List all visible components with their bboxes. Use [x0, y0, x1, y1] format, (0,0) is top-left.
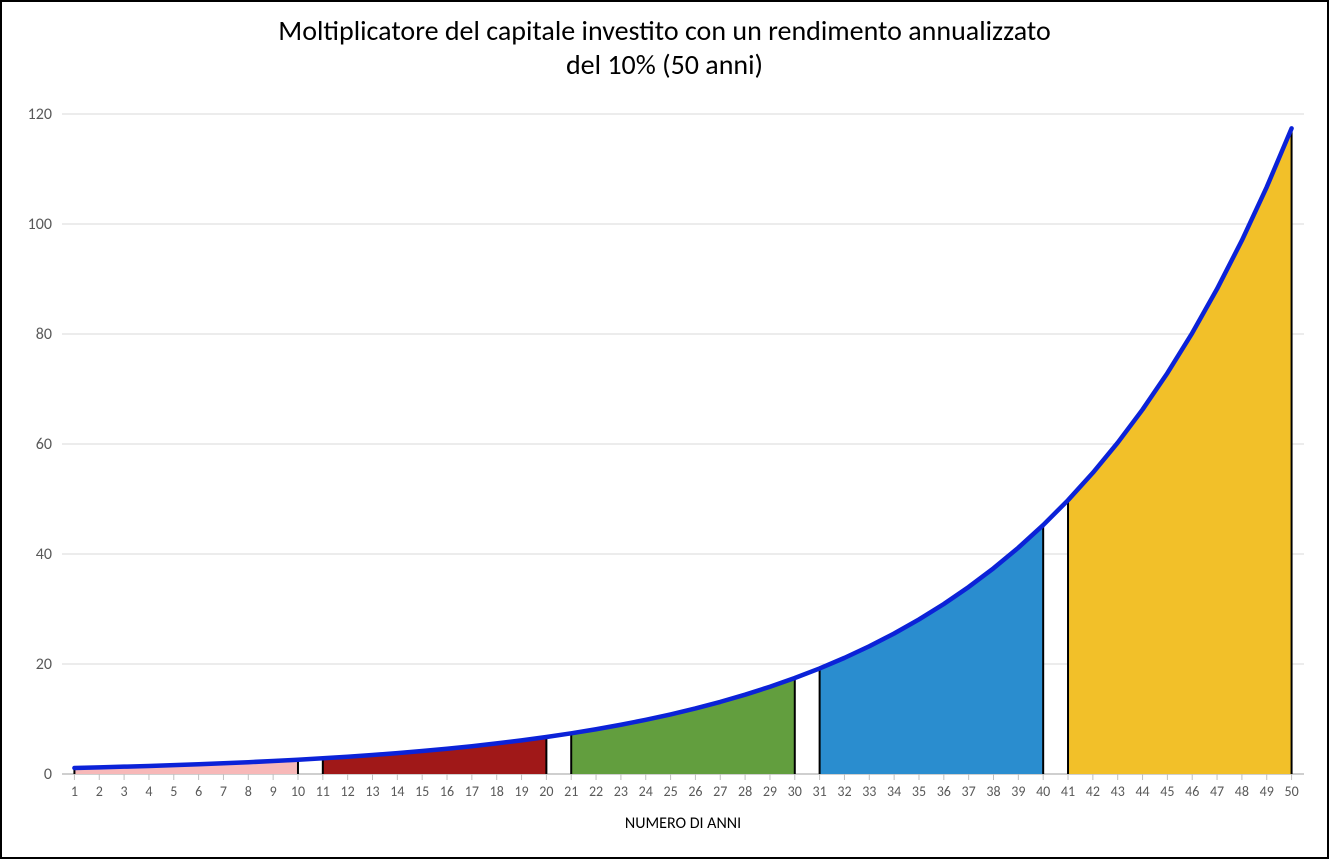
x-tick-label: 8 [245, 783, 252, 800]
x-tick-label: 18 [490, 783, 504, 800]
x-tick-label: 34 [887, 783, 901, 800]
x-tick-label: 43 [1111, 783, 1125, 800]
x-tick-label: 7 [220, 783, 227, 800]
x-tick-label: 24 [639, 783, 653, 800]
y-tick-label: 60 [36, 435, 52, 454]
x-tick-label: 44 [1135, 783, 1149, 800]
x-tick-label: 46 [1185, 783, 1199, 800]
y-tick-label: 40 [36, 545, 52, 564]
x-tick-label: 50 [1284, 783, 1298, 800]
x-tick-label: 30 [788, 783, 802, 800]
x-tick-label: 4 [145, 783, 152, 800]
x-tick-label: 12 [341, 783, 355, 800]
x-tick-label: 11 [316, 783, 330, 800]
x-tick-label: 14 [390, 783, 404, 800]
x-tick-label: 2 [96, 783, 103, 800]
x-tick-label: 42 [1086, 783, 1100, 800]
x-tick-label: 20 [539, 783, 553, 800]
x-tick-label: 36 [937, 783, 951, 800]
x-tick-label: 39 [1011, 783, 1025, 800]
x-tick-label: 49 [1260, 783, 1274, 800]
x-tick-label: 28 [738, 783, 752, 800]
x-tick-label: 41 [1061, 783, 1075, 800]
y-tick-label: 120 [28, 105, 52, 124]
x-tick-label: 6 [195, 783, 202, 800]
x-tick-label: 31 [813, 783, 827, 800]
y-tick-label: 80 [36, 325, 52, 344]
x-tick-label: 21 [564, 783, 578, 800]
x-tick-label: 15 [415, 783, 429, 800]
y-tick-label: 0 [44, 765, 52, 784]
x-tick-label: 47 [1210, 783, 1224, 800]
chart-frame: Moltiplicatore del capitale investito co… [0, 0, 1329, 859]
x-tick-label: 1 [71, 783, 78, 800]
x-tick-label: 45 [1160, 783, 1174, 800]
x-tick-label: 38 [986, 783, 1000, 800]
x-tick-label: 48 [1235, 783, 1249, 800]
x-tick-label: 25 [663, 783, 677, 800]
x-tick-label: 19 [514, 783, 528, 800]
x-tick-label: 35 [912, 783, 926, 800]
area-segment [820, 525, 1044, 774]
y-tick-label: 20 [36, 655, 52, 674]
x-tick-label: 9 [270, 783, 277, 800]
x-tick-label: 5 [170, 783, 177, 800]
plot-area: 0204060801001201234567891011121314151617… [2, 2, 1329, 861]
x-tick-label: 40 [1036, 783, 1050, 800]
y-tick-label: 100 [28, 215, 52, 234]
x-tick-label: 37 [962, 783, 976, 800]
x-tick-label: 10 [291, 783, 305, 800]
x-tick-label: 13 [365, 783, 379, 800]
x-axis-title: NUMERO DI ANNI [62, 814, 1304, 833]
x-tick-label: 33 [862, 783, 876, 800]
x-tick-label: 17 [465, 783, 479, 800]
area-segment [1068, 128, 1292, 774]
x-tick-label: 29 [763, 783, 777, 800]
x-tick-label: 3 [121, 783, 128, 800]
x-tick-label: 23 [614, 783, 628, 800]
x-tick-label: 26 [688, 783, 702, 800]
x-tick-label: 27 [713, 783, 727, 800]
x-tick-label: 16 [440, 783, 454, 800]
x-tick-label: 32 [837, 783, 851, 800]
x-tick-label: 22 [589, 783, 603, 800]
